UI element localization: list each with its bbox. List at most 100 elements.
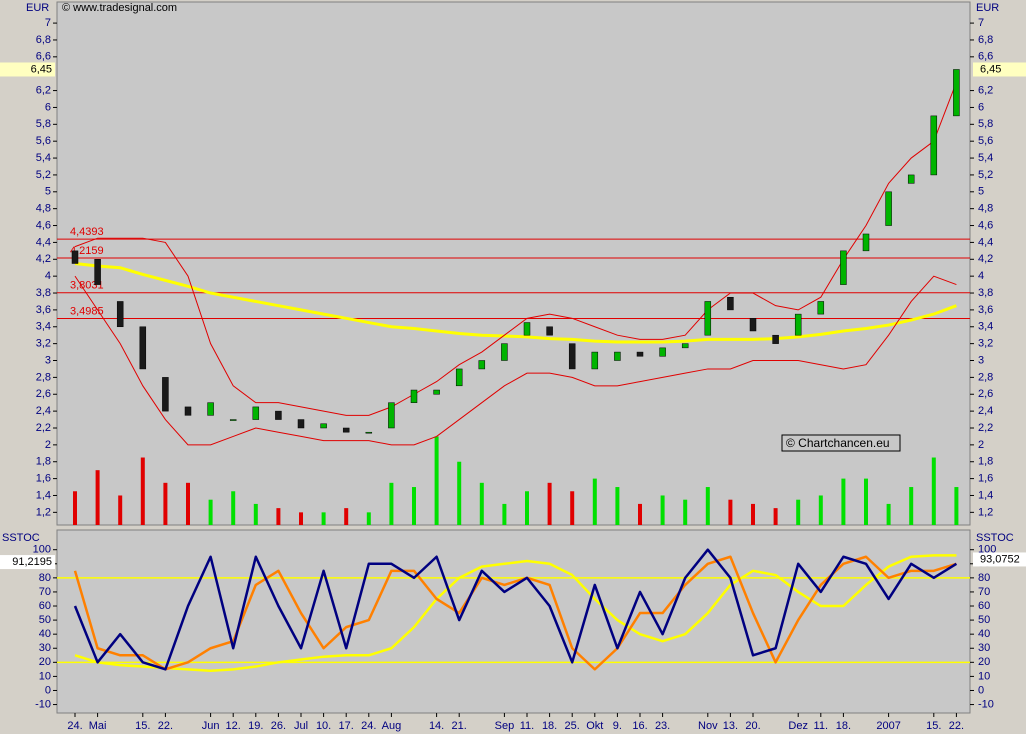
x-tick-label: 26. bbox=[271, 720, 286, 732]
value-box bbox=[973, 552, 1026, 567]
candle bbox=[930, 115, 938, 176]
volume-bar bbox=[73, 491, 77, 525]
volume-bar bbox=[728, 499, 733, 525]
y-tick-label: -10 bbox=[35, 698, 51, 710]
y-tick-label: 3,8 bbox=[978, 287, 993, 299]
y-tick-label: 20 bbox=[39, 656, 51, 668]
candle bbox=[614, 351, 621, 361]
x-tick-label: 13. bbox=[723, 720, 738, 732]
x-tick-label: Dez bbox=[788, 720, 808, 732]
value-label: 91,2195 bbox=[12, 556, 52, 568]
volume-bar bbox=[796, 499, 801, 525]
last-label: 6,45 bbox=[980, 63, 1001, 75]
candle bbox=[388, 402, 395, 429]
x-tick-label: 24. bbox=[67, 720, 82, 732]
x-tick-label: 11. bbox=[520, 720, 534, 732]
y-tick-label: 10 bbox=[39, 670, 51, 682]
volume-bar bbox=[502, 503, 507, 525]
volume-bar bbox=[570, 491, 575, 525]
level-label: 4,4393 bbox=[70, 226, 104, 238]
candle bbox=[207, 402, 214, 416]
volume-bar bbox=[547, 482, 552, 525]
y-tick-label: 4,8 bbox=[36, 203, 51, 215]
volume-bar bbox=[186, 482, 190, 525]
y-tick-label: 100 bbox=[33, 544, 51, 556]
volume-bar bbox=[479, 482, 484, 525]
stoch-line bbox=[73, 548, 958, 671]
axis-label: SSTOC bbox=[2, 532, 40, 544]
candle bbox=[727, 296, 734, 311]
x-tick-label: 19. bbox=[248, 720, 263, 732]
candle bbox=[546, 326, 553, 336]
y-tick-label: 80 bbox=[978, 572, 990, 584]
volume-bar bbox=[864, 478, 868, 525]
x-tick-label: Aug bbox=[382, 720, 402, 732]
y-tick-label: 3,8 bbox=[36, 287, 51, 299]
candle bbox=[116, 301, 124, 328]
candle bbox=[817, 301, 825, 315]
y-tick-label: 2,8 bbox=[36, 371, 51, 383]
axis-label: SSTOC bbox=[976, 532, 1014, 544]
candle bbox=[139, 326, 147, 370]
candle bbox=[501, 343, 508, 361]
volume-bar bbox=[366, 512, 371, 525]
last-label: 6,45 bbox=[31, 63, 52, 75]
candle bbox=[252, 406, 260, 420]
volume-bar bbox=[886, 503, 891, 525]
y-tick-label: 30 bbox=[978, 642, 990, 654]
y-tick-label: 2,4 bbox=[978, 405, 993, 417]
volume-bar bbox=[389, 482, 394, 525]
candle bbox=[772, 334, 779, 344]
volume-bar bbox=[163, 482, 168, 525]
volume-bar bbox=[818, 495, 823, 525]
volume-bar bbox=[841, 478, 846, 525]
y-tick-label: 1,2 bbox=[978, 506, 993, 518]
volume-bar bbox=[208, 499, 213, 525]
volume-bar bbox=[751, 503, 755, 525]
candle bbox=[659, 347, 666, 357]
indicator-line bbox=[74, 262, 957, 344]
x-tick-label: Nov bbox=[698, 720, 718, 732]
axis-label: EUR bbox=[26, 2, 49, 14]
y-tick-label: 2,2 bbox=[36, 422, 51, 434]
x-tick-label: 11. bbox=[814, 720, 828, 732]
volume-bar bbox=[705, 487, 710, 525]
y-tick-label: 3,4 bbox=[978, 321, 993, 333]
volume-bar bbox=[253, 503, 258, 525]
volume-bar bbox=[231, 491, 236, 525]
candle bbox=[704, 301, 712, 336]
candle bbox=[794, 313, 802, 336]
x-tick-label: 21. bbox=[452, 720, 467, 732]
y-tick-label: 1,4 bbox=[36, 489, 51, 501]
y-tick-label: 6,8 bbox=[36, 34, 51, 46]
y-tick-label: -10 bbox=[978, 698, 994, 710]
candle bbox=[162, 377, 169, 412]
x-tick-label: 16. bbox=[632, 720, 647, 732]
y-tick-label: 0 bbox=[45, 684, 51, 696]
candle bbox=[297, 419, 305, 429]
x-tick-label: 25. bbox=[565, 720, 580, 732]
y-tick-label: 1,6 bbox=[36, 473, 51, 485]
y-tick-label: 1,4 bbox=[978, 489, 993, 501]
y-tick-label: 30 bbox=[39, 642, 51, 654]
volume-bar bbox=[344, 508, 349, 525]
x-tick-label: 15. bbox=[926, 720, 941, 732]
candle bbox=[568, 343, 576, 370]
y-tick-label: 40 bbox=[978, 628, 990, 640]
y-tick-label: 1,2 bbox=[36, 506, 51, 518]
value-label: 93,0752 bbox=[980, 553, 1020, 565]
x-tick-label: Okt bbox=[586, 720, 603, 732]
y-tick-label: 7 bbox=[978, 17, 984, 29]
y-tick-label: 5 bbox=[978, 186, 984, 198]
volume-bar bbox=[773, 508, 778, 525]
y-tick-label: 70 bbox=[978, 586, 990, 598]
y-tick-label: 4,8 bbox=[978, 203, 993, 215]
volume-bar bbox=[95, 470, 100, 525]
candle bbox=[229, 419, 237, 421]
y-tick-label: 3 bbox=[45, 354, 51, 366]
y-tick-label: 0 bbox=[978, 684, 984, 696]
x-tick-label: 17. bbox=[339, 720, 354, 732]
y-tick-label: 4,6 bbox=[36, 219, 51, 231]
candle bbox=[433, 389, 440, 395]
